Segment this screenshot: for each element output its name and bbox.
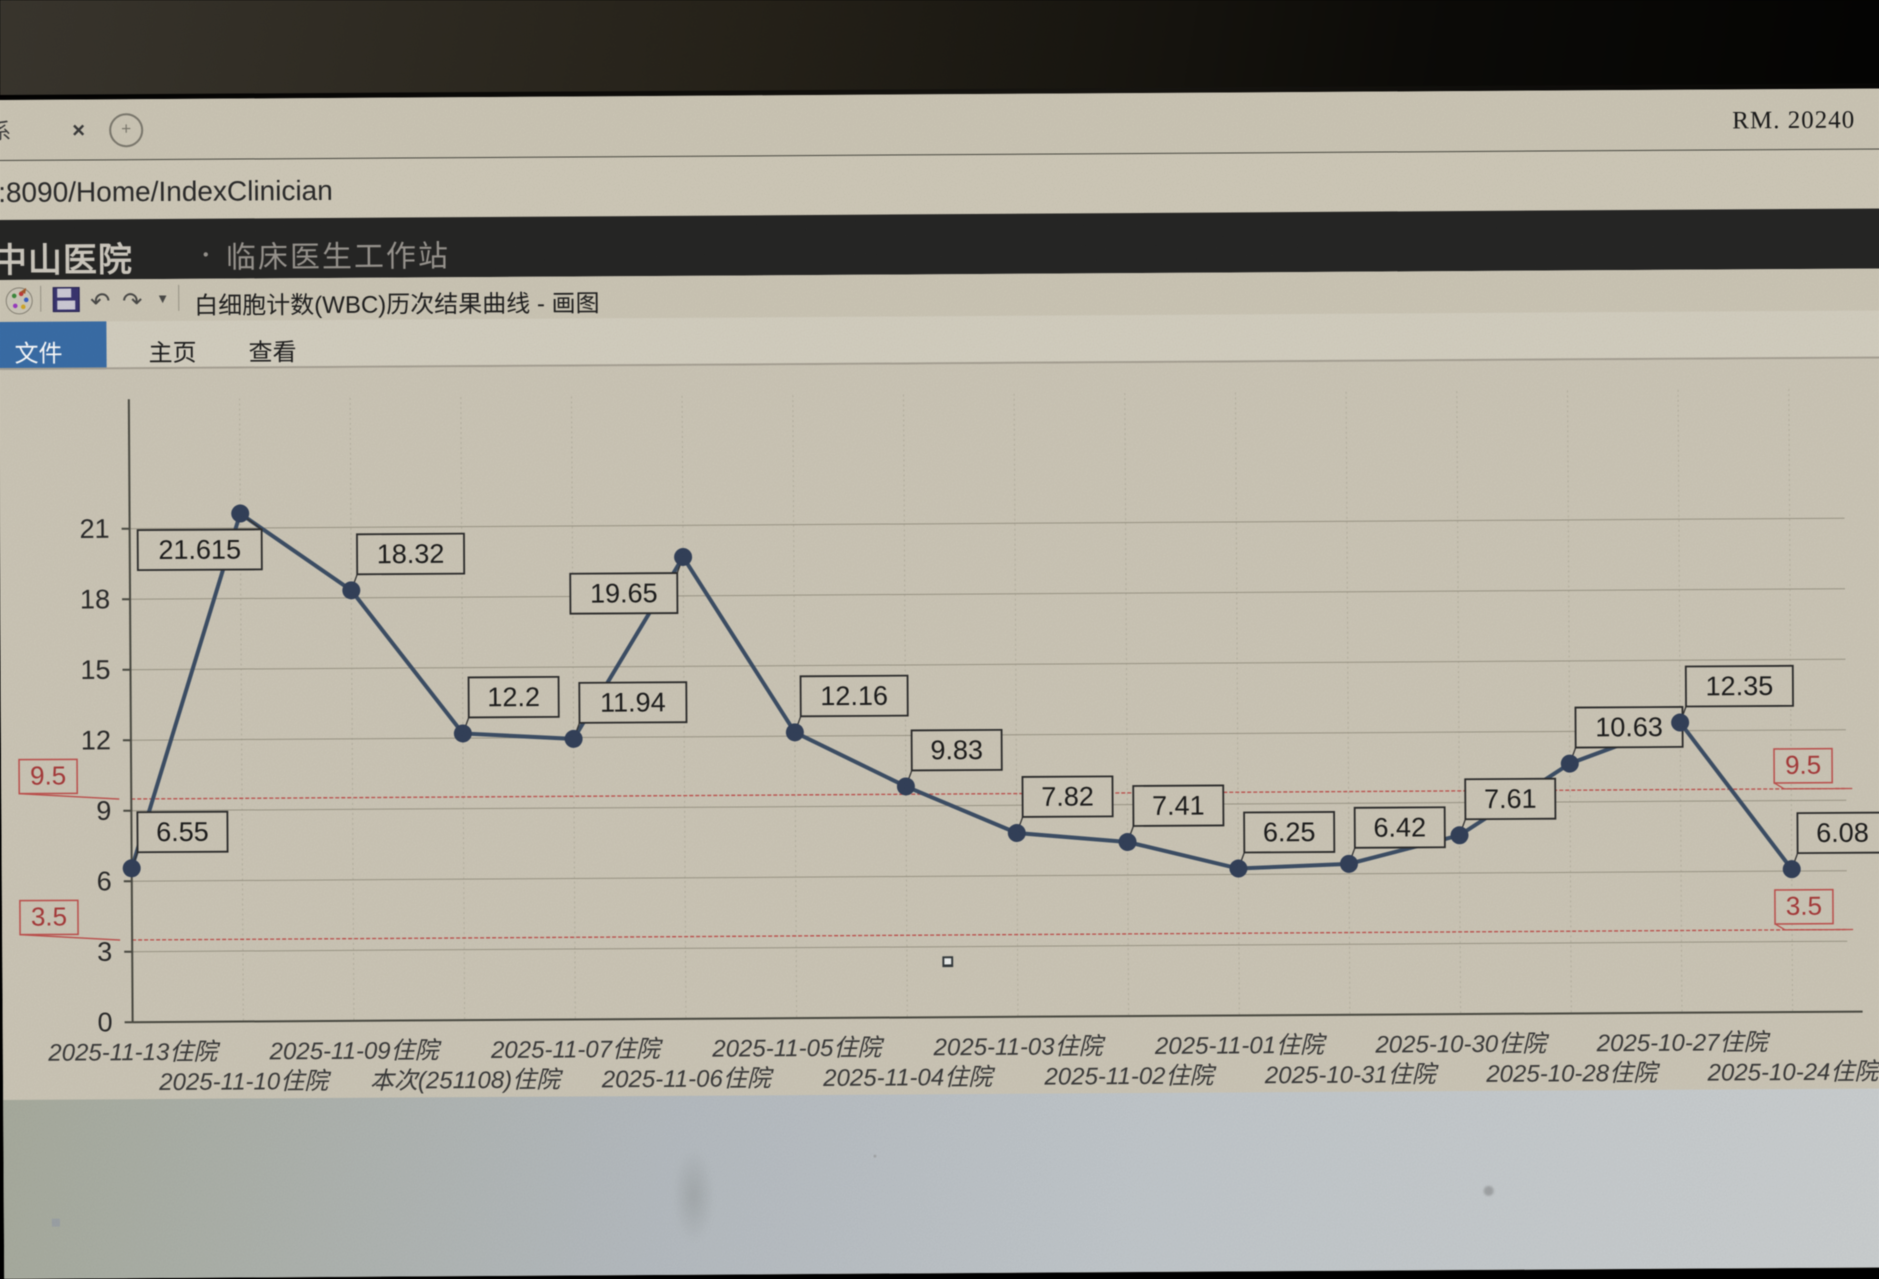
svg-text:9.5: 9.5 <box>1785 750 1821 780</box>
svg-text:6.42: 6.42 <box>1373 812 1426 842</box>
svg-text:9.83: 9.83 <box>930 735 983 765</box>
svg-text:2025-11-04住院: 2025-11-04住院 <box>822 1064 996 1092</box>
svg-text:11.94: 11.94 <box>600 687 666 717</box>
svg-text:2025-11-06住院: 2025-11-06住院 <box>601 1065 775 1093</box>
svg-text:2025-11-02住院: 2025-11-02住院 <box>1043 1063 1217 1091</box>
svg-text:6.25: 6.25 <box>1263 817 1316 847</box>
svg-text:2025-11-07住院: 2025-11-07住院 <box>490 1036 664 1064</box>
svg-text:10.63: 10.63 <box>1595 712 1663 742</box>
svg-text:15: 15 <box>80 655 110 685</box>
svg-text:3: 3 <box>97 937 112 967</box>
svg-text:7.61: 7.61 <box>1484 784 1537 814</box>
svg-text:2025-10-27住院: 2025-10-27住院 <box>1596 1029 1772 1057</box>
svg-text:12: 12 <box>81 725 111 755</box>
svg-text:21: 21 <box>79 514 109 544</box>
svg-text:本次(251108)住院: 本次(251108)住院 <box>370 1067 564 1095</box>
svg-text:7.82: 7.82 <box>1041 782 1094 812</box>
svg-text:3.5: 3.5 <box>1786 891 1822 921</box>
svg-text:3.5: 3.5 <box>31 901 67 931</box>
svg-text:6.08: 6.08 <box>1816 818 1869 848</box>
svg-text:2025-11-03住院: 2025-11-03住院 <box>933 1033 1107 1061</box>
svg-text:2025-11-13住院: 2025-11-13住院 <box>47 1039 221 1067</box>
svg-text:18: 18 <box>80 584 110 614</box>
svg-text:0: 0 <box>98 1007 113 1037</box>
svg-text:12.35: 12.35 <box>1706 671 1774 701</box>
svg-text:2025-10-24住院: 2025-10-24住院 <box>1707 1059 1879 1087</box>
svg-text:2025-11-10住院: 2025-11-10住院 <box>158 1068 332 1096</box>
svg-text:21.615: 21.615 <box>158 535 241 566</box>
svg-text:12.2: 12.2 <box>487 682 540 712</box>
svg-text:6.55: 6.55 <box>156 817 209 847</box>
svg-text:9.5: 9.5 <box>30 760 66 790</box>
svg-text:2025-11-01住院: 2025-11-01住院 <box>1154 1032 1328 1060</box>
svg-text:6: 6 <box>97 866 112 896</box>
svg-text:9: 9 <box>96 796 111 826</box>
svg-text:2025-11-09住院: 2025-11-09住院 <box>269 1037 443 1065</box>
svg-text:18.32: 18.32 <box>377 539 445 569</box>
svg-text:19.65: 19.65 <box>590 578 658 608</box>
svg-text:2025-10-30住院: 2025-10-30住院 <box>1374 1031 1550 1059</box>
svg-text:2025-11-05住院: 2025-11-05住院 <box>711 1035 885 1063</box>
svg-text:7.41: 7.41 <box>1152 791 1205 821</box>
svg-text:2025-10-28住院: 2025-10-28住院 <box>1485 1060 1661 1088</box>
svg-text:12.16: 12.16 <box>820 681 888 711</box>
svg-text:2025-10-31住院: 2025-10-31住院 <box>1264 1061 1440 1089</box>
